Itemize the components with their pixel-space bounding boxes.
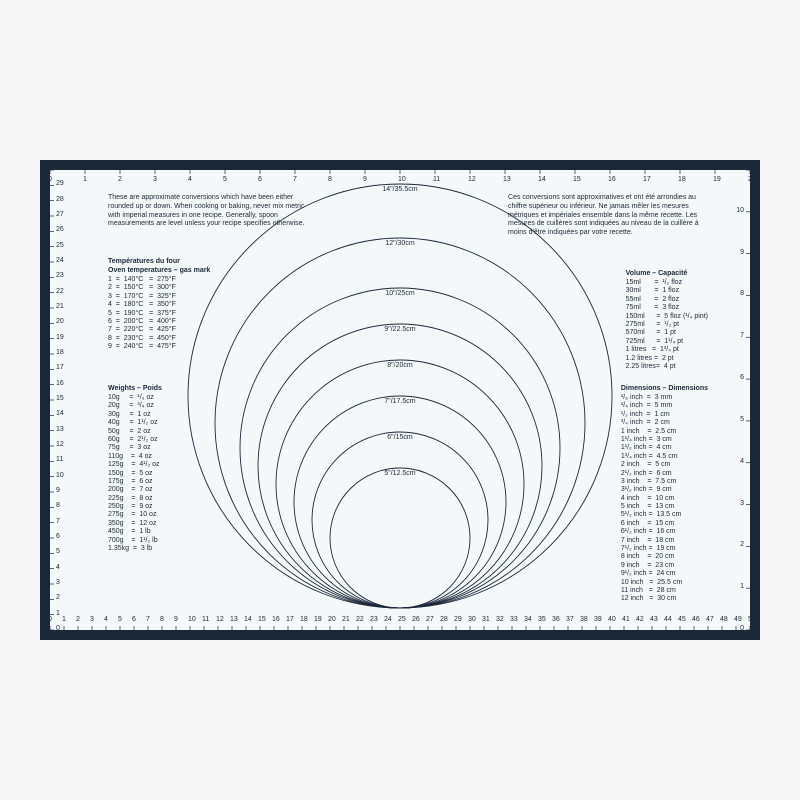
baking-mat: 01234567891011121314151617181920 0123456… xyxy=(40,160,760,640)
weights-table: Weights – Poids10g = ¹/₃ oz 20g = ³/₄ oz… xyxy=(108,385,162,553)
intro-text-fr: Ces conversions sont approximatives et o… xyxy=(508,194,708,238)
dimensions-table: Dimensions – Dimensions¹/₈ inch = 3 mm ¹… xyxy=(621,385,708,604)
volume-table: Volume – Capacité15ml = ¹/₂ floz 30ml = … xyxy=(626,270,708,371)
oven-temperature-table: Températures du fourOven temperatures – … xyxy=(108,258,210,352)
intro-text-en: These are approximate conversions which … xyxy=(108,194,308,229)
